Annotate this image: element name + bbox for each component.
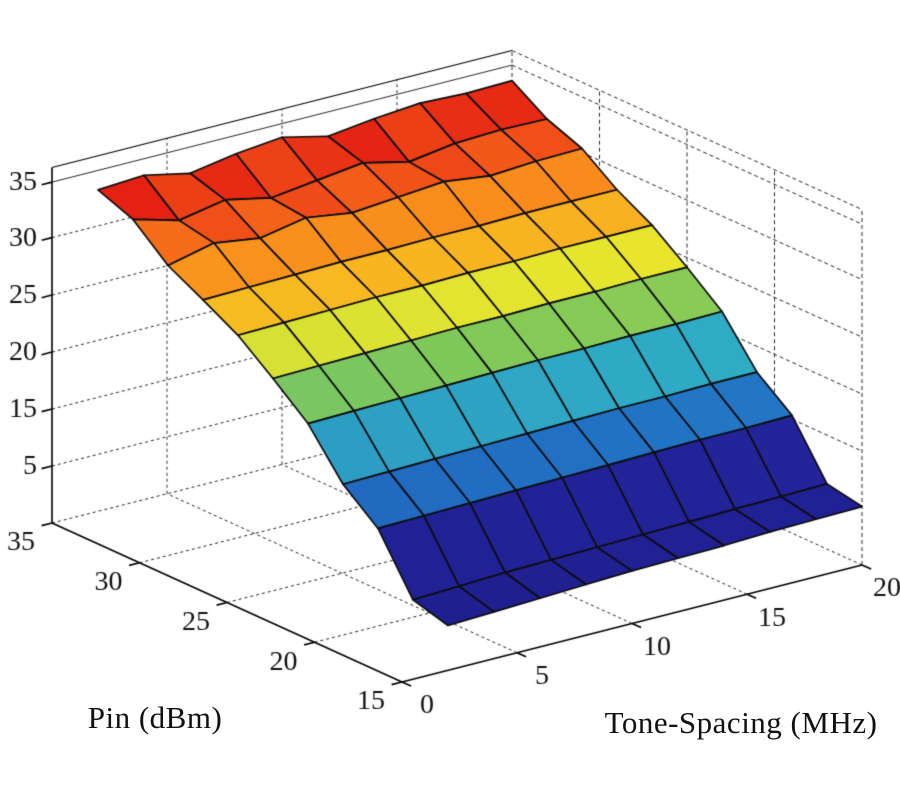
- pin-axis-label: Pin (dBm): [87, 700, 223, 735]
- tone-axis-label: Tone-Spacing (MHz): [604, 705, 878, 740]
